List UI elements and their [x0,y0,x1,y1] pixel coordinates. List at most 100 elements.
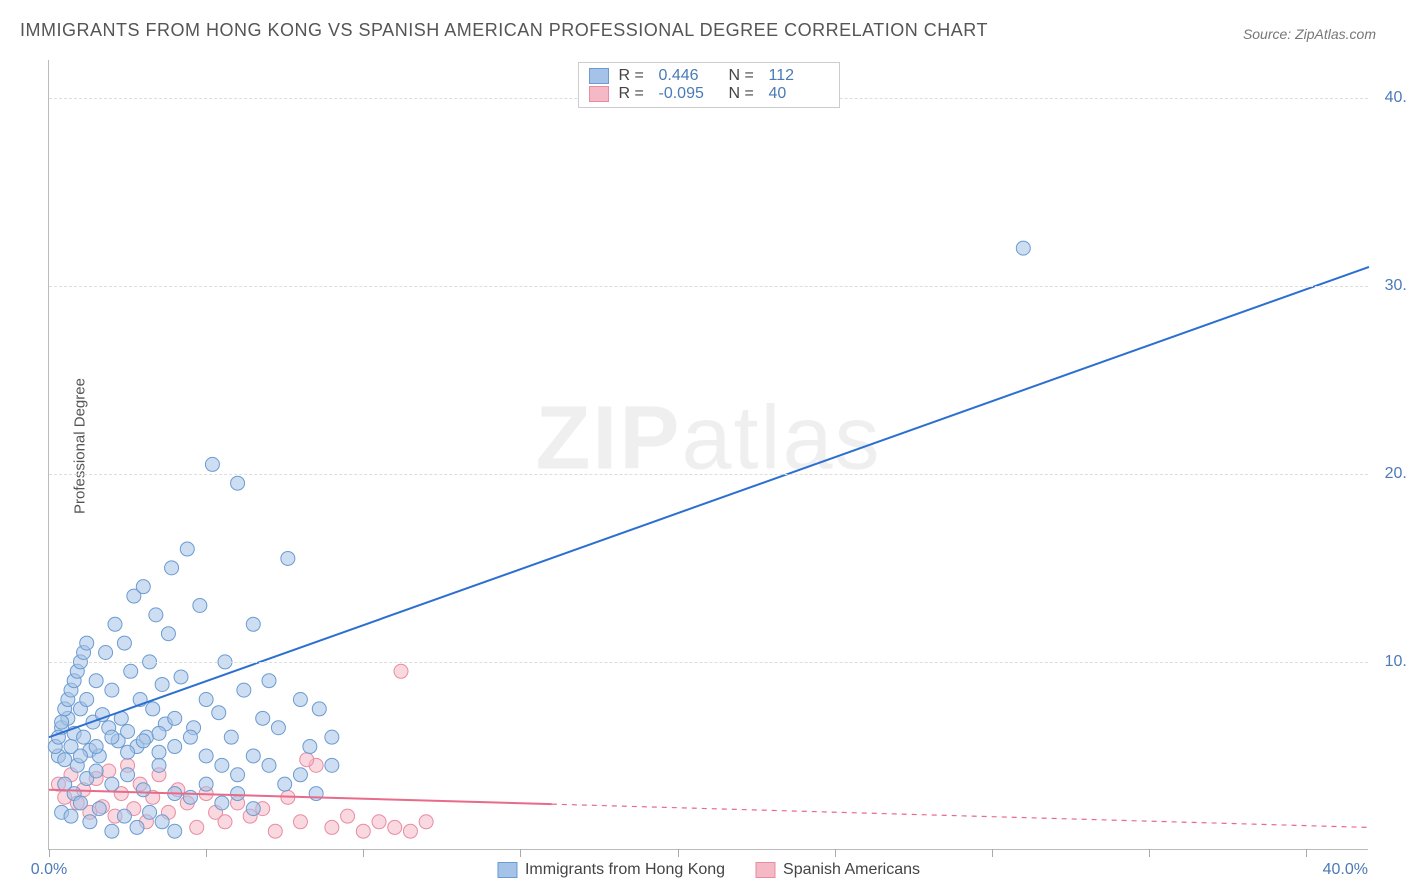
y-tick-label: 10.0% [1385,653,1406,671]
correlation-legend: R = 0.446 N = 112 R = -0.095 N = 40 [578,62,840,108]
scatter-point [246,617,260,631]
legend-item-2: Spanish Americans [755,861,920,879]
n-value-2: 40 [769,85,829,103]
scatter-point [89,740,103,754]
scatter-point [89,674,103,688]
scatter-point [224,730,238,744]
r-value-1: 0.446 [659,67,719,85]
scatter-point [180,542,194,556]
swatch-series-1 [589,68,609,84]
scatter-point [231,768,245,782]
scatter-point [205,457,219,471]
legend-row-series-2: R = -0.095 N = 40 [589,85,829,103]
x-tick [363,849,364,857]
scatter-point [149,608,163,622]
n-label: N = [729,67,759,85]
scatter-point [77,730,91,744]
scatter-point [312,702,326,716]
scatter-point [246,749,260,763]
scatter-point [193,598,207,612]
x-tick [1306,849,1307,857]
scatter-point [73,796,87,810]
scatter-point [281,551,295,565]
scatter-point [117,809,131,823]
scatter-point [372,815,386,829]
scatter-point [155,677,169,691]
x-tick [992,849,993,857]
scatter-point [271,721,285,735]
scatter-point [190,820,204,834]
y-tick-label: 20.0% [1385,465,1406,483]
gridline [49,662,1368,663]
scatter-point [341,809,355,823]
scatter-point [102,764,116,778]
scatter-point [168,711,182,725]
scatter-point [199,777,213,791]
scatter-point [278,777,292,791]
scatter-point [215,796,229,810]
legend-row-series-1: R = 0.446 N = 112 [589,67,829,85]
plot-svg [49,60,1368,849]
x-tick [1149,849,1150,857]
swatch-series-1 [497,862,517,878]
x-tick [835,849,836,857]
scatter-point [231,787,245,801]
scatter-point [64,809,78,823]
x-tick [520,849,521,857]
scatter-point [199,749,213,763]
swatch-series-2 [755,862,775,878]
n-value-1: 112 [769,67,829,85]
gridline [49,286,1368,287]
scatter-point [83,815,97,829]
scatter-point [215,758,229,772]
scatter-point [174,670,188,684]
scatter-point [325,730,339,744]
scatter-point [121,768,135,782]
scatter-point [143,805,157,819]
r-value-2: -0.095 [659,85,719,103]
scatter-point [356,824,370,838]
scatter-point [152,745,166,759]
scatter-point [199,693,213,707]
scatter-point [80,636,94,650]
scatter-point [183,790,197,804]
scatter-point [165,561,179,575]
r-label: R = [619,67,649,85]
scatter-point [183,730,197,744]
scatter-point [394,664,408,678]
scatter-point [325,820,339,834]
plot-area: ZIPatlas R = 0.446 N = 112 R = -0.095 N … [48,60,1368,850]
scatter-point [121,745,135,759]
scatter-point [293,815,307,829]
scatter-point [293,693,307,707]
scatter-point [256,711,270,725]
scatter-point [403,824,417,838]
scatter-point [130,820,144,834]
scatter-point [303,740,317,754]
scatter-point [155,815,169,829]
scatter-point [218,815,232,829]
scatter-point [262,674,276,688]
x-tick [49,849,50,857]
scatter-point [136,580,150,594]
scatter-point [99,646,113,660]
scatter-point [268,824,282,838]
x-tick [678,849,679,857]
scatter-point [262,758,276,772]
scatter-point [58,753,72,767]
trend-line-extrapolated [552,804,1369,827]
scatter-point [55,715,69,729]
n-label: N = [729,85,759,103]
scatter-point [388,820,402,834]
scatter-point [237,683,251,697]
scatter-point [80,693,94,707]
legend-item-1: Immigrants from Hong Kong [497,861,725,879]
trend-line [49,267,1369,737]
scatter-point [246,802,260,816]
scatter-point [1016,241,1030,255]
swatch-series-2 [589,86,609,102]
scatter-point [419,815,433,829]
scatter-point [121,725,135,739]
scatter-point [105,730,119,744]
scatter-point [92,802,106,816]
